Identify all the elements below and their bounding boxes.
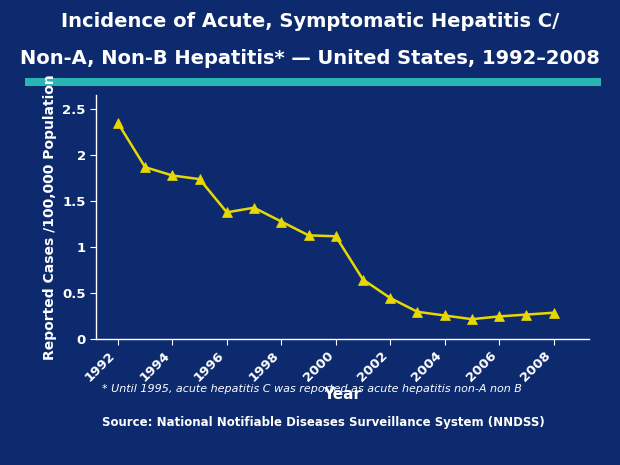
X-axis label: Year: Year [324, 387, 361, 402]
Text: Incidence of Acute, Symptomatic Hepatitis C/: Incidence of Acute, Symptomatic Hepatiti… [61, 12, 559, 31]
Text: Non-A, Non-B Hepatitis* — United States, 1992–2008: Non-A, Non-B Hepatitis* — United States,… [20, 49, 600, 68]
Text: Source: National Notifiable Diseases Surveillance System (NNDSS): Source: National Notifiable Diseases Sur… [102, 416, 545, 429]
Text: * Until 1995, acute hepatitis C was reported as acute hepatitis non-A non B: * Until 1995, acute hepatitis C was repo… [102, 384, 522, 394]
Y-axis label: Reported Cases /100,000 Population: Reported Cases /100,000 Population [43, 74, 56, 360]
